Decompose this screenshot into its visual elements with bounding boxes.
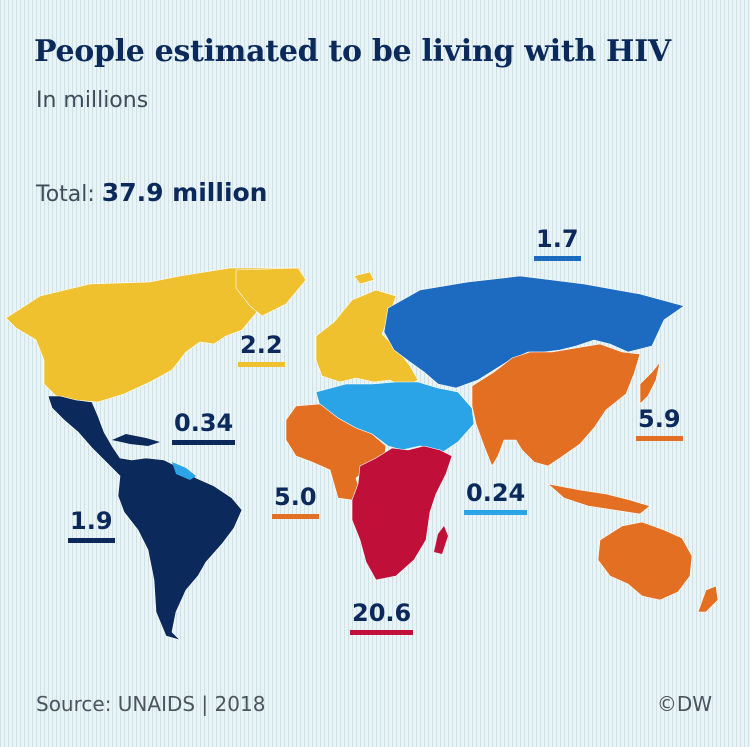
new-zealand-shape [697,585,719,613]
indonesia-shape [546,483,651,515]
greenland-shape [235,267,307,317]
label-caribbean: 0.34 [172,410,236,445]
total-label: Total: [36,182,95,207]
region-asia-pacific [471,343,719,613]
region-caribbean [112,434,160,446]
source-note: Source: UNAIDS | 2018 [36,692,266,716]
total-value: 37.9 million [101,178,268,207]
credit-dw: ©DW [656,692,712,716]
north-america-shape [5,267,301,403]
map-subtitle: In millions [36,88,149,113]
label-north-america-europe: 2.2 [238,332,285,367]
label-eastern-southern-africa: 20.6 [350,600,414,635]
asia-shape [471,343,641,467]
total-line: Total: 37.9 million [36,178,267,207]
guianas-shape [172,462,196,480]
australia-shape [597,521,693,601]
region-latin-america [47,395,243,641]
region-eastern-southern-africa [351,445,453,581]
iceland-shape [353,271,375,285]
map-title: People estimated to be living with HIV [34,34,671,69]
japan-shape [639,361,661,405]
caribbean-islands-shape [112,434,160,446]
label-latin-america: 1.9 [68,508,115,543]
europe-shape [315,289,419,389]
madagascar-shape [434,526,448,554]
region-north-america-europe [5,267,419,403]
region-eastern-europe-central-asia [383,275,685,389]
label-asia-pacific: 5.9 [636,406,683,441]
label-eastern-europe-central-asia: 1.7 [534,226,581,261]
label-western-central-africa: 5.0 [272,484,319,519]
label-middle-east-north-africa: 0.24 [464,480,528,515]
